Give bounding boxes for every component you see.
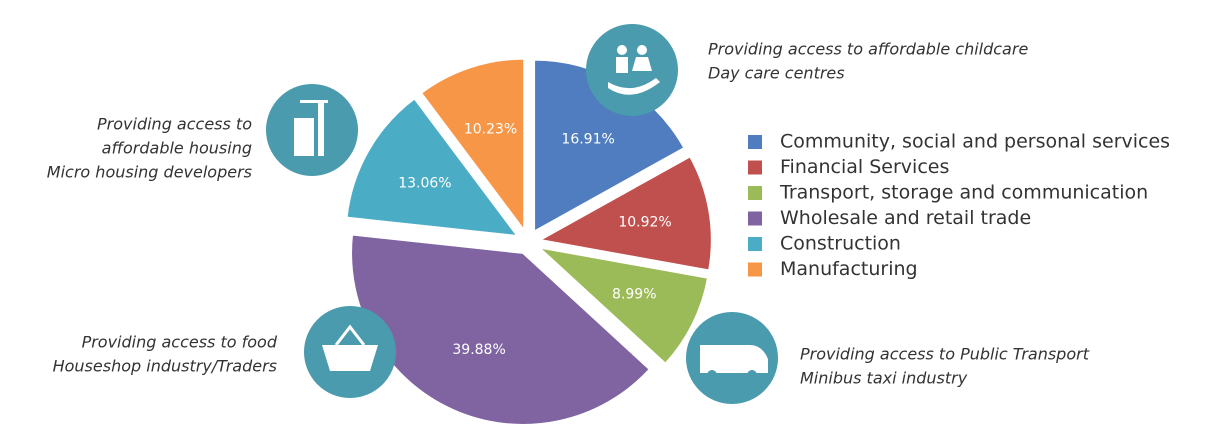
pie: 16.91% 10.92% 8.99% 39.88% 13.06% 10.23% — [345, 57, 713, 426]
annotation: Minibus taxi industry — [800, 369, 968, 388]
legend-swatch — [748, 237, 762, 251]
legend-swatch — [748, 211, 762, 226]
annotation: Houseshop industry/Traders — [53, 357, 277, 376]
value-label: 16.91% — [561, 132, 614, 148]
pie-slice — [350, 233, 652, 426]
icon-housing — [266, 84, 358, 176]
legend-label: Transport, storage and communication — [779, 182, 1148, 204]
annotation: Providing access to Public Transport — [800, 345, 1090, 364]
value-label: 10.23% — [464, 121, 517, 137]
annotation: Providing access to affordable childcare — [708, 40, 1028, 59]
annotation: Providing access to food — [82, 333, 278, 352]
legend-label: Financial Services — [780, 156, 949, 178]
pie-slice — [535, 245, 710, 366]
legend-swatch — [748, 262, 762, 277]
annotation: Providing access to — [97, 115, 252, 134]
legend-swatch — [748, 135, 762, 149]
annotation: Micro housing developers — [47, 163, 252, 182]
pie-slice — [536, 154, 713, 272]
icon-childcare — [586, 24, 678, 116]
value-label: 39.88% — [452, 342, 505, 358]
icon-transport — [686, 312, 778, 404]
legend-label: Community, social and personal services — [780, 131, 1170, 153]
value-label: 8.99% — [612, 287, 656, 303]
legend-swatch — [748, 186, 762, 200]
annotation: Day care centres — [708, 64, 845, 83]
value-label: 13.06% — [398, 175, 451, 191]
icon-food — [304, 306, 396, 398]
legend-label: Manufacturing — [780, 258, 918, 280]
legend-label: Construction — [780, 233, 901, 255]
value-label: 10.92% — [618, 215, 671, 231]
pie-slice — [345, 96, 520, 238]
annotation: affordable housing — [102, 139, 252, 158]
legend-swatch — [748, 160, 762, 175]
legend-label: Wholesale and retail trade — [780, 207, 1031, 229]
pie-slice — [419, 57, 526, 234]
